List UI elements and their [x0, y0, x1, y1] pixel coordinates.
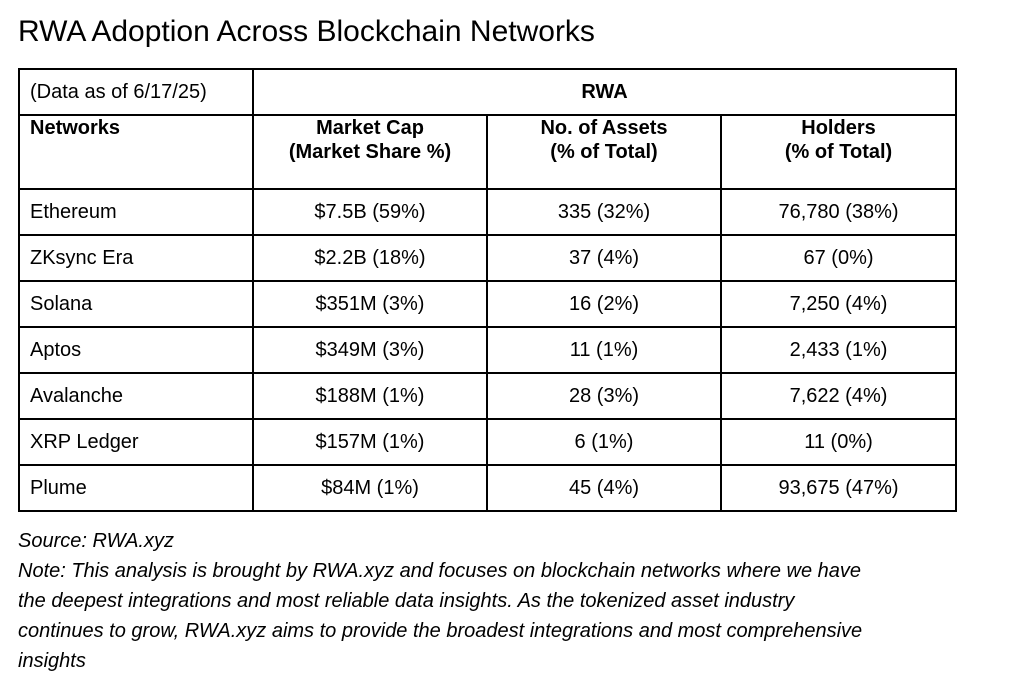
- date-note-cell: (Data as of 6/17/25): [18, 68, 254, 116]
- network-cell: Plume: [18, 464, 254, 512]
- table-header-row: Networks Market Cap (Market Share %) No.…: [18, 114, 958, 190]
- market-cap-cell: $7.5B (59%): [252, 188, 488, 236]
- assets-cell: 335 (32%): [486, 188, 722, 236]
- table-row: Solana $351M (3%) 16 (2%) 7,250 (4%): [18, 280, 958, 328]
- footer-notes: Source: RWA.xyz Note: This analysis is b…: [18, 526, 968, 676]
- assets-cell: 37 (4%): [486, 234, 722, 282]
- column-header-networks: Networks: [18, 114, 254, 190]
- column-header-holders: Holders (% of Total): [719, 114, 958, 190]
- market-cap-cell: $351M (3%): [252, 280, 488, 328]
- table-row: Plume $84M (1%) 45 (4%) 93,675 (47%): [18, 464, 958, 512]
- column-header-assets-line2: (% of Total): [550, 141, 658, 163]
- column-header-holders-line2: (% of Total): [784, 141, 893, 163]
- column-header-assets: No. of Assets (% of Total): [486, 114, 722, 190]
- assets-cell: 11 (1%): [486, 326, 722, 374]
- market-cap-cell: $349M (3%): [252, 326, 488, 374]
- note-line: insights: [18, 650, 86, 672]
- market-cap-cell: $84M (1%): [252, 464, 488, 512]
- note-line: Note: This analysis is brought by RWA.xy…: [18, 560, 862, 582]
- assets-cell: 16 (2%): [486, 280, 722, 328]
- group-header-rwa: RWA: [251, 68, 958, 116]
- column-header-assets-line1: No. of Assets: [540, 117, 668, 139]
- holders-cell: 67 (0%): [719, 234, 958, 282]
- holders-cell: 2,433 (1%): [719, 326, 958, 374]
- table-row: Ethereum $7.5B (59%) 335 (32%) 76,780 (3…: [18, 188, 958, 236]
- note-line: continues to grow, RWA.xyz aims to provi…: [18, 620, 863, 642]
- network-cell: XRP Ledger: [18, 418, 254, 466]
- market-cap-cell: $2.2B (18%): [252, 234, 488, 282]
- source-text: Source: RWA.xyz: [18, 530, 174, 552]
- holders-cell: 7,250 (4%): [719, 280, 958, 328]
- holders-cell: 76,780 (38%): [719, 188, 958, 236]
- column-header-market-cap-line1: Market Cap: [316, 117, 424, 139]
- holders-cell: 11 (0%): [719, 418, 958, 466]
- holders-cell: 93,675 (47%): [719, 464, 958, 512]
- table-row: XRP Ledger $157M (1%) 6 (1%) 11 (0%): [18, 418, 958, 466]
- assets-cell: 45 (4%): [486, 464, 722, 512]
- network-cell: ZKsync Era: [18, 234, 254, 282]
- note-line: the deepest integrations and most reliab…: [18, 590, 795, 612]
- network-cell: Solana: [18, 280, 254, 328]
- holders-cell: 7,622 (4%): [719, 372, 958, 420]
- table-row: ZKsync Era $2.2B (18%) 37 (4%) 67 (0%): [18, 234, 958, 282]
- rwa-table: (Data as of 6/17/25) RWA Networks Market…: [18, 68, 958, 512]
- page-title: RWA Adoption Across Blockchain Networks: [18, 15, 595, 48]
- market-cap-cell: $157M (1%): [252, 418, 488, 466]
- column-header-networks-label: Networks: [30, 117, 121, 139]
- column-header-market-cap: Market Cap (Market Share %): [252, 114, 488, 190]
- assets-cell: 6 (1%): [486, 418, 722, 466]
- network-cell: Aptos: [18, 326, 254, 374]
- table-row: Avalanche $188M (1%) 28 (3%) 7,622 (4%): [18, 372, 958, 420]
- network-cell: Ethereum: [18, 188, 254, 236]
- market-cap-cell: $188M (1%): [252, 372, 488, 420]
- column-header-market-cap-line2: (Market Share %): [288, 141, 452, 163]
- assets-cell: 28 (3%): [486, 372, 722, 420]
- column-header-holders-line1: Holders: [801, 117, 876, 139]
- table-row: Aptos $349M (3%) 11 (1%) 2,433 (1%): [18, 326, 958, 374]
- table-top-row: (Data as of 6/17/25) RWA: [18, 68, 958, 116]
- network-cell: Avalanche: [18, 372, 254, 420]
